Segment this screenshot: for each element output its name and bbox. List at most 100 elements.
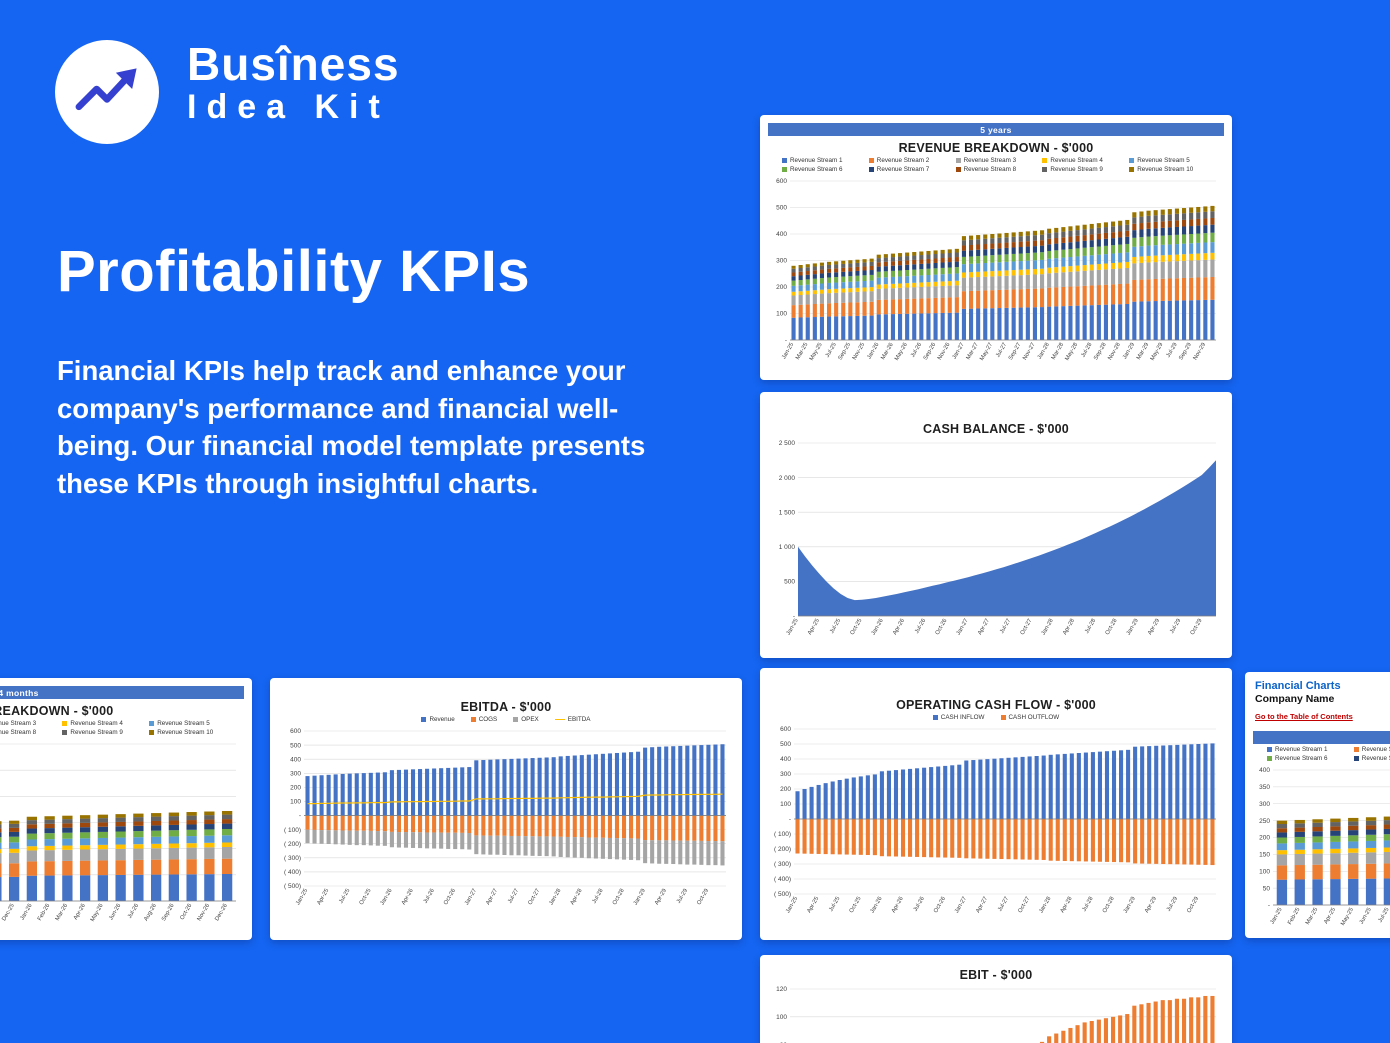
svg-text:Oct-26: Oct-26	[443, 888, 457, 906]
svg-text:Oct-25: Oct-25	[849, 896, 863, 914]
svg-text:Mar-26: Mar-26	[55, 903, 69, 922]
svg-text:Jul-26: Jul-26	[910, 342, 923, 359]
svg-text:Nov-29: Nov-29	[1193, 342, 1208, 361]
svg-text:Jan-28: Jan-28	[548, 888, 562, 906]
svg-text:Oct-25: Oct-25	[850, 618, 864, 636]
legend-marker	[149, 730, 155, 735]
svg-text:300: 300	[290, 770, 301, 777]
svg-text:Mar-27: Mar-27	[965, 342, 979, 361]
legend-item: OPEX	[513, 716, 539, 723]
svg-text:Nov-27: Nov-27	[1022, 342, 1037, 361]
svg-text:Apr-25: Apr-25	[316, 888, 330, 906]
svg-text:Oct-26: Oct-26	[933, 896, 947, 914]
svg-text:100: 100	[776, 311, 787, 318]
svg-text:Feb-26: Feb-26	[37, 903, 51, 922]
svg-text:( 400): ( 400)	[774, 876, 791, 883]
svg-text:Jan-25: Jan-25	[295, 888, 309, 906]
svg-text:500: 500	[784, 579, 795, 586]
financial-charts-card: Financial Charts Company Name Go to the …	[1245, 672, 1390, 938]
svg-text:Nov-26: Nov-26	[937, 342, 952, 361]
financial-charts-header: Financial Charts Company Name Go to the …	[1255, 680, 1390, 725]
legend-label: Revenue Stream 2	[876, 157, 930, 164]
ebitda-plot: 600 500 400 300 200 100 - ( 100) ( 200) ( 300) ( 4…	[278, 726, 734, 914]
legend-label: Revenue Stream 5	[1137, 157, 1190, 164]
svg-text:400: 400	[776, 231, 787, 238]
legend-item: Revenue Stream 1	[1267, 746, 1348, 753]
operating-cash-flow-plot: 600 500 400 300 200 100 - ( 100) ( 200) ( 300) ( 4…	[768, 724, 1224, 922]
legend-label: Revenue Stream 2	[1361, 746, 1390, 753]
svg-text:Apr-28: Apr-28	[1062, 618, 1076, 636]
svg-text:400: 400	[780, 756, 791, 763]
svg-text:Jun-25: Jun-25	[1359, 907, 1373, 925]
svg-text:350: 350	[1259, 784, 1270, 791]
chart-title: EBIT - $'000	[959, 968, 1033, 982]
legend-marker	[62, 730, 68, 735]
svg-text:Feb-25: Feb-25	[1287, 907, 1301, 926]
legend-item: Revenue Stream 8	[0, 729, 56, 736]
svg-text:Apr-26: Apr-26	[73, 903, 87, 921]
svg-text:Jul-28: Jul-28	[1084, 618, 1097, 635]
svg-text:Jan-27: Jan-27	[464, 888, 478, 906]
brand-logo: Busîness Idea Kit	[55, 40, 400, 144]
svg-text:Oct-27: Oct-27	[1020, 618, 1034, 636]
svg-text:Apr-25: Apr-25	[807, 618, 821, 636]
legend-label: Revenue Stream 7	[876, 166, 930, 173]
svg-text:100: 100	[780, 801, 791, 808]
period-banner: 24 months	[0, 686, 244, 699]
svg-text:400: 400	[290, 756, 301, 763]
svg-text:Jul-27: Jul-27	[995, 342, 1008, 359]
legend-label: Revenue Stream 10	[1137, 166, 1194, 173]
chart-ebit-svg: 12010080604020-Jan-25Apr-25Jul-25Oct-25J…	[776, 986, 1216, 1043]
legend-item: Revenue Stream 5	[149, 720, 230, 727]
svg-text:Jul-27: Jul-27	[997, 896, 1010, 913]
svg-text:Apr-29: Apr-29	[654, 888, 668, 906]
company-name: Company Name	[1255, 693, 1335, 705]
table-of-contents-link[interactable]: Go to the Table of Contents	[1255, 712, 1353, 721]
svg-text:Sep-28: Sep-28	[1093, 342, 1108, 361]
svg-text:Mar-28: Mar-28	[1051, 342, 1065, 361]
svg-text:Jun-26: Jun-26	[108, 903, 122, 921]
legend-marker	[513, 717, 519, 722]
legend-item: Revenue Stream 9	[62, 729, 143, 736]
legend-item: Revenue Stream 10	[1129, 166, 1210, 173]
svg-text:( 300): ( 300)	[284, 855, 301, 862]
svg-text:May-26: May-26	[894, 342, 909, 362]
chart-rev24-svg: 600500400300200100-Jan-25Feb-25Mar-25Apr…	[0, 743, 236, 923]
legend-label: CASH OUTFLOW	[1008, 714, 1060, 721]
svg-text:Oct-29: Oct-29	[696, 888, 710, 906]
svg-text:May-28: May-28	[1064, 342, 1079, 362]
trend-arrow-icon	[75, 68, 137, 111]
svg-text:Mar-26: Mar-26	[880, 342, 894, 361]
legend-item: Revenue Stream 4	[62, 720, 143, 727]
chart-mini-svg: 400 350 300 250 200 150 100 50 -Jan-25 Feb-25 Mar-…	[1259, 767, 1390, 927]
chart-title: OPERATING CASH FLOW - $'000	[896, 698, 1096, 712]
svg-text:1 000: 1 000	[779, 544, 796, 551]
svg-text:Jul-25: Jul-25	[338, 888, 351, 905]
svg-text:-: -	[785, 337, 787, 344]
revenue-breakdown-5y-plot: 600 500 400 300 200 100- Jan-25 Mar-25 May-25 Jul…	[768, 176, 1224, 368]
revenue-breakdown-5y-card: 5 years REVENUE BREAKDOWN - $'000 Revenu…	[760, 115, 1232, 380]
chart-cash-svg: 2 500 2 000 1 500 1 000 500 -Jan-25 Apr-25 Jul-…	[779, 440, 1216, 636]
svg-text:Jan-29: Jan-29	[1122, 342, 1136, 360]
legend-marker	[1353, 747, 1359, 752]
svg-text:Jan-25: Jan-25	[786, 618, 800, 636]
legend-label: CASH INFLOW	[940, 714, 985, 721]
svg-text:Jan-27: Jan-27	[956, 618, 970, 636]
svg-text:120: 120	[776, 986, 787, 993]
svg-text:500: 500	[776, 205, 787, 212]
legend-label: Revenue Stream 10	[157, 729, 214, 736]
svg-text:Apr-29: Apr-29	[1144, 896, 1158, 914]
svg-text:Sep-25: Sep-25	[838, 342, 853, 361]
svg-text:( 200): ( 200)	[284, 841, 301, 848]
svg-text:( 400): ( 400)	[284, 869, 301, 876]
svg-text:Jan-27: Jan-27	[954, 896, 968, 914]
svg-text:May-25: May-25	[809, 342, 824, 362]
svg-text:Jul-26: Jul-26	[914, 618, 927, 635]
legend-item: Revenue Stream 7	[868, 166, 950, 173]
svg-text:1 500: 1 500	[779, 509, 796, 516]
legend-marker	[1000, 715, 1006, 720]
svg-text:( 100): ( 100)	[774, 831, 791, 838]
svg-text:Mar-25: Mar-25	[1305, 907, 1319, 926]
